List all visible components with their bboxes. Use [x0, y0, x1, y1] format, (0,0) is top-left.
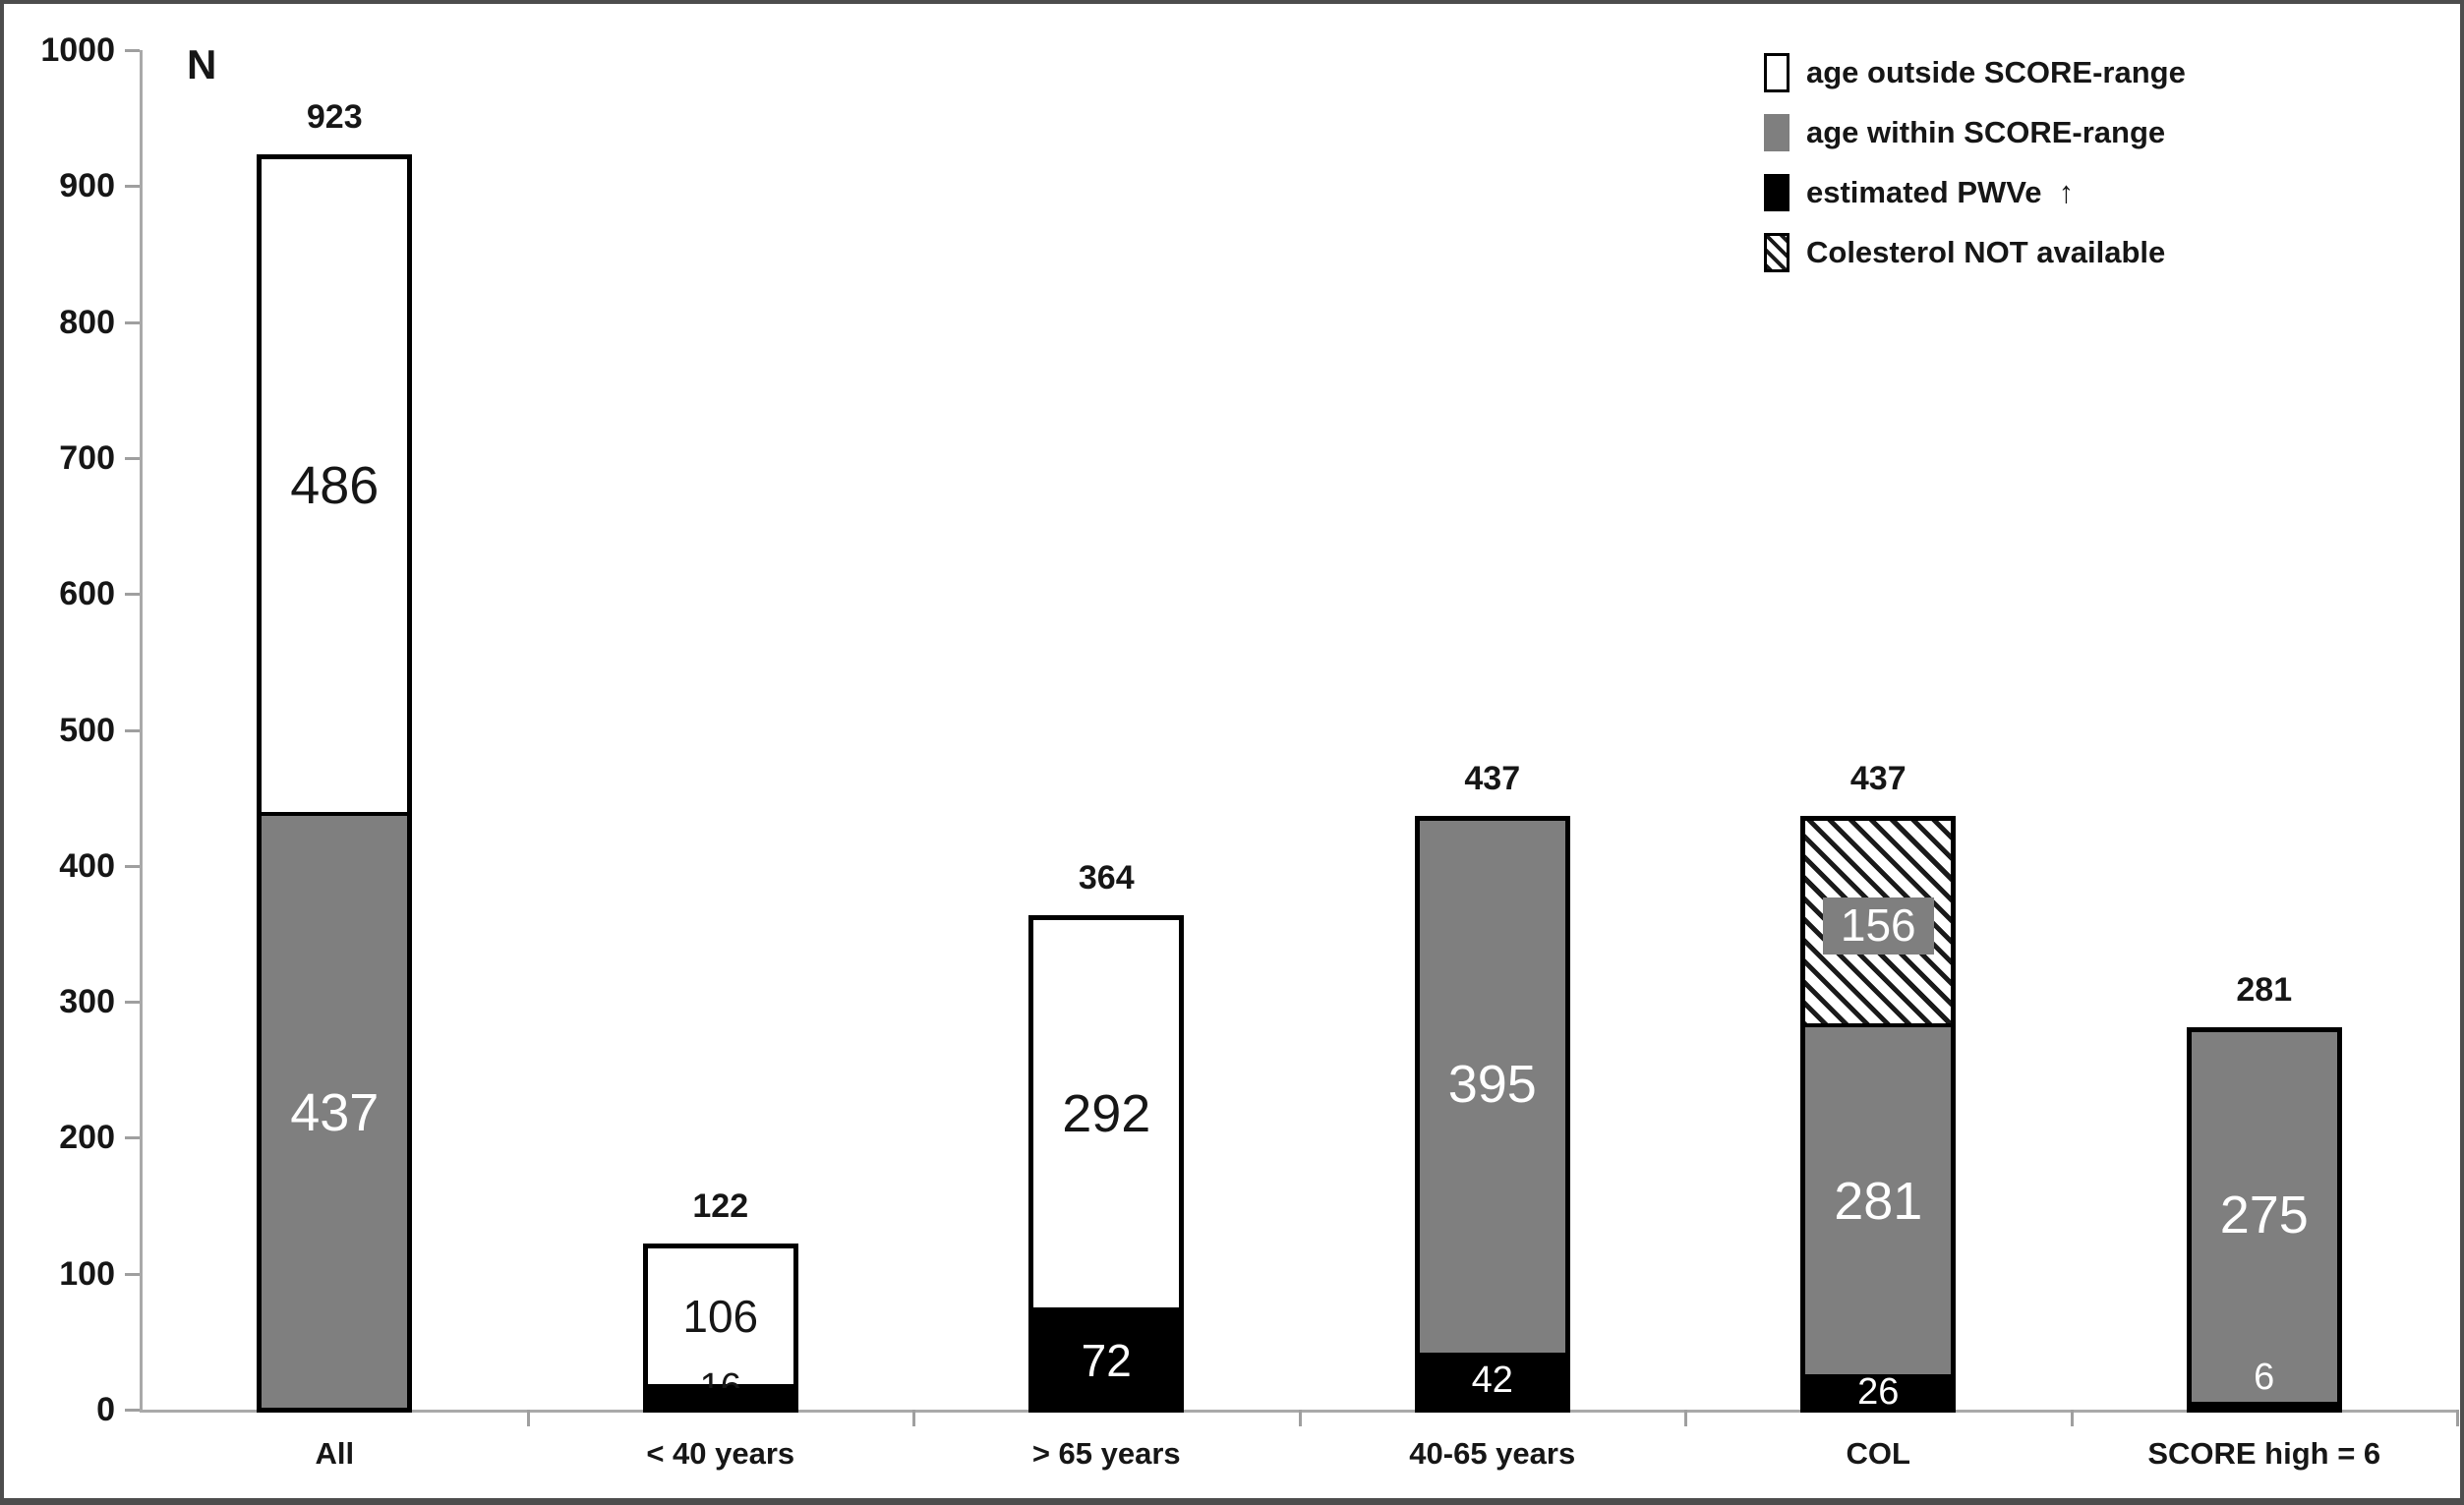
legend: age outside SCORE-range age within SCORE…: [1764, 53, 2186, 272]
x-tick: [2456, 1410, 2459, 1426]
y-tick: [125, 320, 140, 324]
cholesterol-count-chip: 156: [1822, 897, 1934, 955]
bar-total-label: 364: [1078, 858, 1135, 897]
category-label: > 65 years: [1031, 1436, 1181, 1471]
y-axis-unit-label: N: [187, 41, 217, 87]
segment-pwve: [1414, 1352, 1570, 1410]
y-tick: [125, 456, 140, 460]
legend-swatch-cholna: [1764, 233, 1789, 272]
bar-score-high-6: [2186, 1027, 2342, 1413]
category-label: COL: [1846, 1436, 1910, 1471]
legend-label-within: age within SCORE-range: [1806, 115, 2166, 149]
segment-pwve: [642, 1387, 798, 1410]
segment-value-label: 72: [1081, 1335, 1132, 1387]
segment-value-label: 106: [682, 1290, 759, 1342]
x-tick: [1684, 1410, 1687, 1426]
y-tick: [125, 1409, 140, 1412]
segment-within: [1800, 1027, 1957, 1375]
x-tick: [526, 1410, 530, 1426]
legend-item-cholna: Colesterol NOT available: [1764, 233, 2186, 272]
bar-total-label: 437: [1464, 759, 1521, 797]
legend-item-outside: age outside SCORE-range: [1764, 53, 2186, 92]
y-tick-label: 800: [59, 303, 115, 341]
segment-within: [2186, 1027, 2342, 1402]
segment-value-label: 275: [2219, 1185, 2309, 1245]
y-tick-label: 300: [59, 983, 115, 1021]
segment-value-label: 395: [1447, 1054, 1537, 1114]
bar-65-years: [1028, 914, 1185, 1413]
y-tick: [125, 1001, 140, 1005]
bar-total-label: 437: [1849, 759, 1907, 797]
legend-label-cholna: Colesterol NOT available: [1806, 235, 2166, 269]
bar-total-label: 122: [692, 1187, 749, 1226]
category-label: < 40 years: [646, 1436, 795, 1471]
bar-total-label: 923: [306, 98, 363, 137]
y-tick: [125, 1136, 140, 1140]
x-tick: [2070, 1410, 2074, 1426]
legend-swatch-outside: [1764, 53, 1789, 92]
legend-swatch-within: [1764, 114, 1789, 151]
y-tick-label: 100: [59, 1254, 115, 1293]
segment-pwve: [1800, 1374, 1957, 1410]
x-tick: [912, 1410, 915, 1426]
segment-outside: [257, 154, 413, 816]
y-tick: [125, 49, 140, 52]
segment-outside: [642, 1244, 798, 1388]
y-tick: [125, 593, 140, 597]
segment-value-label: 437: [290, 1082, 380, 1142]
segment-value-label: 292: [1062, 1083, 1151, 1143]
segment-value-label: 156: [1800, 897, 1956, 955]
category-label: All: [315, 1436, 355, 1471]
y-tick-label: 500: [59, 711, 115, 749]
segment-pwve: [1028, 1311, 1185, 1410]
bar-40-65-years: [1414, 815, 1570, 1413]
segment-value-label: 486: [290, 455, 380, 515]
legend-label-pwve: estimated PWVe ↑: [1806, 175, 2075, 209]
bar-all: [257, 154, 413, 1413]
legend-item-within: age within SCORE-range: [1764, 113, 2186, 152]
y-tick-label: 900: [59, 167, 115, 205]
y-tick-label: 400: [59, 846, 115, 885]
x-tick: [1298, 1410, 1302, 1426]
y-tick-label: 0: [96, 1391, 115, 1428]
y-tick: [125, 185, 140, 189]
category-label: 40-65 years: [1409, 1436, 1576, 1471]
segment-value-label: 26: [1857, 1370, 1900, 1413]
y-tick-label: 200: [59, 1119, 115, 1157]
segment-value-label: 281: [1834, 1171, 1923, 1231]
y-tick-label: 1000: [40, 31, 115, 69]
segment-within: [257, 815, 413, 1410]
segment-within: [1414, 815, 1570, 1353]
segment-pwve: [2186, 1401, 2342, 1410]
category-label: SCORE high = 6: [2147, 1436, 2381, 1471]
y-tick: [125, 728, 140, 732]
bar-40-years: [642, 1244, 798, 1413]
y-tick: [125, 864, 140, 868]
segment-value-label: 6: [2254, 1357, 2275, 1399]
y-tick: [125, 1272, 140, 1276]
bar-col: [1800, 815, 1957, 1413]
bar-total-label: 281: [2236, 971, 2293, 1010]
segment-value-label: 42: [1471, 1360, 1513, 1402]
segment-outside: [1028, 914, 1185, 1312]
legend-label-outside: age outside SCORE-range: [1806, 55, 2186, 89]
y-tick-label: 700: [59, 438, 115, 477]
legend-item-pwve: estimated PWVe ↑: [1764, 173, 2186, 212]
y-axis-line: [140, 50, 143, 1413]
y-tick-label: 600: [59, 575, 115, 613]
legend-swatch-pwve: [1764, 174, 1789, 211]
